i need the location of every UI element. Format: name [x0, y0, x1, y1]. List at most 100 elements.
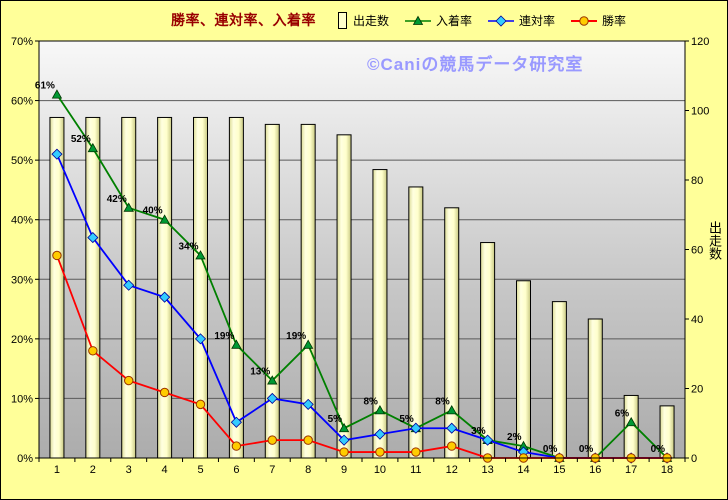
bar-starts [157, 116, 173, 459]
quinella-rate-marker [194, 333, 207, 345]
place-rate-marker [51, 89, 63, 99]
quinella-rate-marker [230, 416, 242, 428]
legend-label-starts: 出走数 [353, 14, 390, 28]
place-rate-point-label: 8% [435, 396, 450, 407]
place-rate-marker [159, 214, 170, 224]
bar-starts [336, 134, 352, 459]
bar-starts [49, 116, 65, 459]
legend-item-win-rate: 勝率 [570, 12, 626, 29]
legend-item-quinella-rate: 連対率 [487, 12, 555, 29]
place-rate-point-label: 0% [543, 444, 558, 455]
legend-label-quinella-rate: 連対率 [519, 14, 556, 28]
place-rate-marker [625, 416, 637, 427]
place-rate-marker [123, 202, 134, 212]
right-axis-tick-label: 20 [691, 384, 703, 396]
win-rate-marker [52, 250, 62, 261]
win-rate-marker [88, 346, 98, 356]
x-axis-tick-label: 17 [625, 464, 637, 476]
x-axis-tick-label: 6 [233, 464, 239, 476]
right-axis-tick-label: 100 [691, 106, 709, 118]
place-rate-point-label: 34% [178, 241, 198, 252]
place-rate-marker [374, 405, 386, 415]
right-axis-tick-label: 0 [691, 453, 697, 465]
place-rate-point-label: 6% [615, 408, 630, 419]
quinella-rate-marker [374, 428, 386, 440]
quinella-rate-marker [266, 392, 278, 404]
quinella-rate-marker [482, 434, 494, 446]
quinella-rate-marker [410, 422, 422, 434]
place-rate-marker [338, 422, 350, 433]
x-axis-tick-label: 2 [90, 464, 96, 476]
quinella-rate-marker [87, 232, 99, 244]
place-rate-point-label: 5% [328, 414, 343, 425]
bar-series-icon [338, 12, 347, 29]
x-axis-tick-label: 4 [162, 464, 168, 476]
x-axis-tick-label: 16 [589, 464, 601, 476]
x-axis-tick-label: 9 [341, 464, 347, 476]
place-rate-marker [231, 339, 242, 349]
bar-starts [264, 123, 280, 459]
bar-starts [372, 169, 388, 459]
x-axis-tick-label: 13 [481, 464, 493, 476]
x-axis-tick-label: 8 [305, 464, 311, 476]
quinella-rate-marker [338, 434, 350, 446]
bar-starts [587, 318, 603, 459]
left-axis-tick-label: 30% [11, 274, 33, 286]
left-axis-tick-label: 10% [11, 393, 33, 405]
quinella-rate-marker [159, 291, 171, 303]
quinella-rate-marker [123, 279, 135, 291]
x-axis-tick-label: 10 [374, 464, 386, 476]
place-rate-marker [267, 375, 278, 385]
quinella-rate-marker [51, 148, 63, 160]
x-axis-tick-label: 11 [410, 464, 421, 476]
triangle-marker-icon [412, 15, 424, 25]
win-rate-marker [231, 441, 242, 451]
quinella-rate-line-icon [488, 14, 515, 27]
place-rate-marker [446, 405, 457, 415]
bar-starts [551, 301, 567, 459]
win-rate-marker [303, 435, 313, 445]
legend-label-win-rate: 勝率 [602, 14, 627, 28]
place-rate-marker [195, 250, 206, 260]
win-rate-marker [447, 441, 457, 451]
x-axis-tick-label: 15 [553, 464, 565, 476]
diamond-marker-icon [495, 14, 507, 27]
legend-item-place-rate: 入着率 [404, 12, 472, 29]
place-rate-point-label: 40% [143, 206, 163, 217]
left-axis-tick-label: 70% [11, 36, 33, 48]
win-rate-marker [375, 447, 385, 457]
circle-marker-icon [579, 15, 589, 26]
x-axis-tick-label: 12 [446, 464, 458, 476]
left-axis-tick-label: 40% [11, 215, 33, 227]
legend-label-place-rate: 入着率 [436, 14, 473, 28]
bar-icon-swatch [338, 12, 347, 29]
quinella-rate-marker [446, 422, 458, 434]
left-axis-tick-label: 50% [11, 155, 33, 167]
win-rate-marker [267, 435, 277, 445]
right-axis-tick-label: 40 [691, 314, 703, 326]
win-rate-marker [195, 399, 206, 410]
win-rate-marker [411, 447, 421, 457]
left-axis-tick-label: 20% [11, 334, 33, 346]
win-rate-marker [159, 387, 170, 398]
left-axis-tick-label: 0% [17, 453, 33, 465]
place-rate-point-label: 52% [71, 134, 91, 145]
place-rate-point-label: 0% [651, 444, 666, 455]
bar-starts [444, 207, 460, 459]
right-axis-tick-label: 80 [691, 175, 703, 187]
bar-starts [85, 116, 101, 459]
place-rate-point-label: 3% [471, 426, 486, 437]
x-axis-tick-label: 18 [661, 464, 673, 476]
right-axis-title: 出走数 [707, 221, 722, 260]
win-rate-marker [339, 447, 349, 457]
quinella-rate-marker [302, 398, 314, 410]
win-rate-marker [124, 375, 134, 386]
bar-starts [228, 116, 244, 459]
watermark: ©Caniの競馬データ研究室 [367, 55, 584, 74]
place-rate-point-label: 42% [107, 194, 127, 205]
place-rate-line-icon [405, 15, 432, 25]
place-rate-point-label: 0% [579, 444, 594, 455]
place-rate-point-label: 8% [363, 396, 378, 407]
